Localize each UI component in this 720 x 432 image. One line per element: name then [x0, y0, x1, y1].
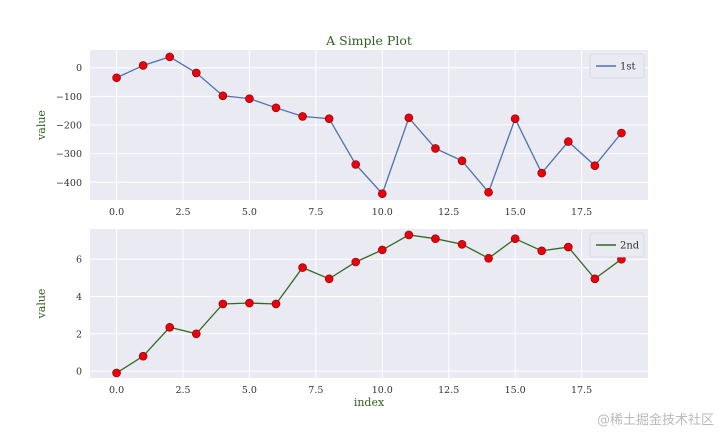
x-tick-label: 7.5 [308, 385, 323, 396]
x-tick-label: 10.0 [372, 207, 393, 218]
data-point [191, 68, 201, 78]
x-tick-label: 12.5 [438, 207, 459, 218]
y-tick-label: 2 [76, 329, 82, 340]
data-point [351, 257, 361, 267]
data-point [324, 274, 334, 284]
x-tick-label: 0.0 [109, 385, 124, 396]
data-point [138, 351, 148, 361]
data-point [484, 187, 493, 197]
data-point [165, 322, 175, 332]
x-tick-label: 15.0 [505, 207, 526, 218]
data-point [271, 299, 281, 309]
data-point [563, 242, 573, 252]
y-tick-label: −300 [56, 149, 82, 160]
data-point [218, 91, 228, 101]
data-point [377, 245, 387, 255]
y-tick-label: 0 [76, 367, 82, 378]
y-tick-label: −200 [56, 121, 82, 132]
y-tick-label: 6 [76, 255, 82, 266]
x-tick-label: 17.5 [571, 207, 592, 218]
data-point [245, 94, 254, 103]
x-tick-label: 12.5 [438, 385, 459, 396]
legend-box [589, 232, 645, 258]
data-point [590, 161, 600, 170]
x-tick-label: 5.0 [242, 207, 257, 218]
x-tick-label: 10.0 [372, 385, 393, 396]
data-point [457, 156, 467, 166]
data-point [510, 234, 520, 243]
data-point [245, 298, 254, 308]
subplot-bottom: 0.0 2.5 5.0 7.5 10.0 12.5 15.0 17.5 0 2 4 6 value ind… [35, 229, 648, 409]
data-point [431, 234, 440, 243]
series-line-1st [116, 56, 622, 195]
subplot-top: 0.0 2.5 5.0 7.5 10.0 12.5 15.0 17.5 0 −100 −200 −30… [35, 33, 648, 218]
data-point [298, 263, 307, 272]
data-point [112, 368, 121, 378]
x-tick-label: 2.5 [175, 385, 190, 396]
legend-label: 1st [620, 62, 636, 73]
legend-box [589, 53, 645, 79]
y-axis-label: value [35, 289, 48, 320]
data-point [537, 168, 547, 178]
x-tick-label: 15.0 [505, 385, 526, 396]
series-line-2nd [116, 234, 622, 374]
plot-area [90, 229, 648, 378]
data-point [510, 114, 520, 124]
y-tick-label: 4 [76, 292, 82, 303]
y-axis-label: value [35, 110, 48, 141]
data-point [112, 73, 121, 83]
data-point [617, 128, 626, 138]
x-tick-label: 0.0 [109, 207, 124, 218]
data-point [484, 253, 493, 263]
data-point [457, 239, 467, 249]
data-point [351, 160, 361, 169]
data-point [404, 230, 414, 240]
data-point [165, 52, 175, 62]
chart-title: A Simple Plot [325, 33, 412, 48]
x-tick-label: 2.5 [175, 207, 190, 218]
data-point [377, 189, 387, 199]
x-tick-label: 7.5 [308, 207, 323, 218]
data-point [218, 299, 228, 309]
y-tick-label: −100 [56, 92, 82, 103]
x-tick-label: 5.0 [242, 385, 257, 396]
data-point [537, 246, 547, 256]
y-tick-label: −400 [56, 178, 82, 189]
data-point [191, 329, 201, 339]
data-point [271, 103, 281, 113]
data-point [324, 114, 334, 124]
x-tick-label: 17.5 [571, 385, 592, 396]
data-point [298, 112, 307, 121]
data-point [431, 144, 440, 153]
watermark-text: @稀土掘金技术社区 [597, 412, 714, 428]
data-point [138, 61, 148, 70]
data-point [590, 274, 600, 284]
x-axis-label: index [354, 396, 385, 409]
data-point [404, 113, 414, 123]
data-point [563, 137, 573, 146]
y-tick-label: 0 [76, 63, 82, 74]
legend-label: 2nd [620, 241, 640, 252]
